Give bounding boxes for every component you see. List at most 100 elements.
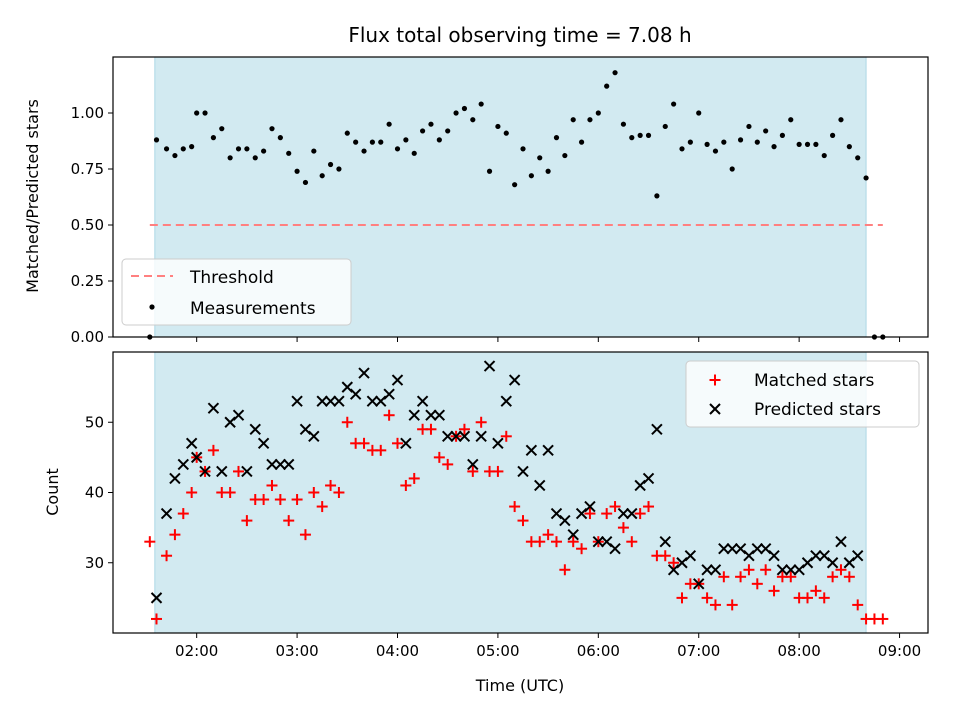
predicted-stars-point bbox=[433, 409, 446, 421]
x-mark-b bbox=[408, 409, 420, 421]
matched-stars-point bbox=[400, 479, 412, 491]
measurement-point bbox=[327, 161, 334, 168]
legend: Matched stars Predicted stars bbox=[685, 360, 920, 428]
matched-stars-point bbox=[567, 536, 579, 548]
measurement-point bbox=[729, 166, 735, 172]
predicted-stars-point bbox=[467, 458, 479, 471]
legend-threshold-label: Threshold bbox=[189, 268, 274, 288]
predicted-stars-point bbox=[450, 430, 462, 443]
matched-stars-point bbox=[274, 494, 286, 506]
predicted-stars-point bbox=[366, 395, 379, 407]
measurement-point bbox=[411, 150, 417, 156]
predicted-stars-point bbox=[651, 423, 663, 435]
x-mark-b bbox=[701, 564, 713, 576]
x-mark-b bbox=[291, 395, 303, 407]
matched-stars-point bbox=[550, 536, 562, 548]
measurement-point bbox=[553, 135, 560, 141]
predicted-stars-point bbox=[642, 472, 655, 485]
matched-stars-point bbox=[735, 571, 747, 583]
matched-stars-point bbox=[492, 465, 504, 477]
matched-stars-point bbox=[643, 501, 655, 513]
x-mark-b bbox=[308, 430, 320, 443]
measurement-point bbox=[495, 123, 501, 130]
x-mark-b bbox=[283, 458, 295, 471]
measurement-point bbox=[503, 130, 509, 136]
matched-stars-point bbox=[751, 578, 763, 590]
measurement-point bbox=[813, 141, 819, 147]
legend-measurements-swatch bbox=[149, 304, 155, 310]
predicted-stars-point bbox=[216, 465, 228, 478]
measurement-point bbox=[645, 132, 652, 138]
predicted-stars-point bbox=[425, 409, 437, 421]
predicted-stars-point bbox=[185, 437, 198, 450]
measurement-point bbox=[754, 139, 760, 145]
x-mark-b bbox=[600, 535, 613, 548]
x-mark-b bbox=[525, 444, 538, 457]
measurement-point bbox=[361, 148, 367, 154]
matched-stars-point bbox=[233, 465, 245, 477]
measurement-point bbox=[796, 141, 802, 147]
predicted-stars-point bbox=[776, 564, 789, 576]
x-tick-label: 09:00 bbox=[878, 642, 921, 660]
predicted-stars-point bbox=[684, 550, 697, 562]
x-mark-b bbox=[684, 550, 697, 562]
legend-measurements-label: Measurements bbox=[190, 299, 316, 319]
x-mark-b bbox=[651, 423, 663, 435]
matched-stars-point bbox=[151, 613, 163, 625]
matched-stars-point bbox=[768, 585, 780, 597]
predicted-stars-point bbox=[160, 507, 173, 520]
x-mark-b bbox=[190, 451, 203, 464]
predicted-stars-point bbox=[249, 423, 261, 435]
measurement-point bbox=[512, 182, 518, 188]
x-mark-b bbox=[517, 465, 529, 478]
x-mark-b bbox=[500, 395, 512, 407]
predicted-stars-point bbox=[349, 388, 362, 400]
measurement-point bbox=[336, 166, 342, 172]
predicted-stars-point bbox=[726, 542, 738, 555]
x-mark-b bbox=[626, 507, 638, 520]
x-mark-b bbox=[241, 465, 253, 478]
predicted-stars-point bbox=[190, 451, 203, 464]
measurement-point bbox=[344, 130, 350, 136]
matched-stars-point bbox=[266, 479, 278, 491]
matched-stars-point bbox=[743, 564, 755, 576]
predicted-stars-point bbox=[609, 542, 621, 555]
y-tick-label: 0.00 bbox=[71, 328, 104, 346]
x-mark-b bbox=[852, 550, 864, 562]
predicted-stars-point bbox=[835, 535, 847, 548]
predicted-stars-point bbox=[416, 395, 429, 407]
x-mark-b bbox=[542, 444, 554, 457]
measurement-point bbox=[202, 110, 208, 116]
x-mark-b bbox=[341, 381, 353, 393]
measurement-point bbox=[403, 137, 409, 143]
matched-stars-point bbox=[291, 494, 303, 506]
legend-matched-label: Matched stars bbox=[754, 371, 874, 391]
measurement-point bbox=[654, 193, 660, 199]
measurement-point bbox=[453, 110, 459, 116]
matched-stars-point bbox=[258, 494, 270, 506]
x-mark-b bbox=[150, 592, 163, 604]
predicted-stars-point bbox=[826, 557, 839, 569]
x-mark-b bbox=[441, 430, 454, 443]
measurement-point bbox=[180, 146, 186, 152]
measurement-point bbox=[319, 173, 325, 179]
measurement-point bbox=[269, 126, 275, 132]
matched-stars-point bbox=[500, 430, 512, 442]
matched-stars-point bbox=[584, 508, 596, 520]
measurement-point bbox=[629, 135, 635, 141]
matched-stars-point bbox=[161, 550, 173, 562]
matched-stars-point bbox=[375, 444, 387, 456]
predicted-stars-point bbox=[177, 458, 189, 471]
matched-stars-point bbox=[659, 550, 671, 562]
measurement-point bbox=[210, 135, 217, 141]
matched-stars-point bbox=[601, 508, 613, 520]
measurement-point bbox=[788, 117, 794, 123]
measurement-point bbox=[679, 146, 685, 152]
x-tick-label: 05:00 bbox=[476, 642, 519, 660]
x-mark-b bbox=[776, 564, 789, 576]
x-mark-b bbox=[299, 423, 312, 435]
measurement-point bbox=[595, 110, 601, 116]
x-mark-b bbox=[826, 557, 839, 569]
x-mark-b bbox=[759, 542, 772, 555]
x-mark-b bbox=[659, 535, 671, 548]
